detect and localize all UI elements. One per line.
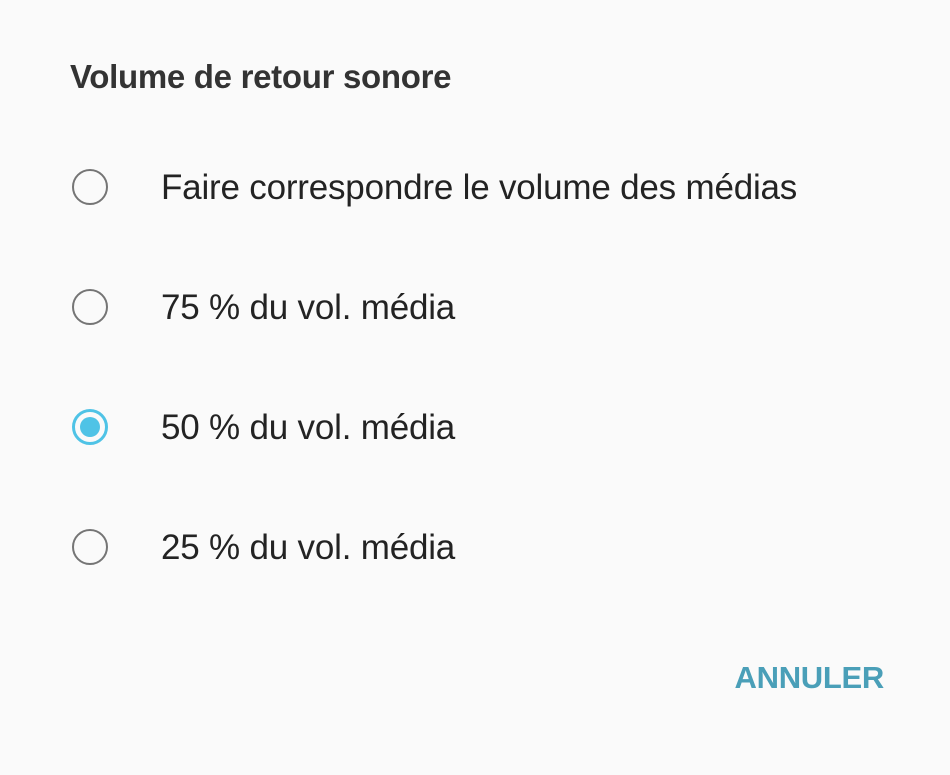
option-label: Faire correspondre le volume des médias xyxy=(161,168,798,207)
option-match-media-volume[interactable]: Faire correspondre le volume des médias xyxy=(0,128,950,248)
radio-button-icon[interactable] xyxy=(72,529,108,565)
dialog-title: Volume de retour sonore xyxy=(70,58,452,95)
option-label: 50 % du vol. média xyxy=(161,408,456,447)
cancel-button[interactable]: ANNULER xyxy=(734,660,885,695)
radio-button-icon[interactable] xyxy=(72,169,108,205)
option-50-percent[interactable]: 50 % du vol. média xyxy=(0,368,950,488)
option-75-percent[interactable]: 75 % du vol. média xyxy=(0,248,950,368)
radio-button-icon[interactable] xyxy=(72,289,108,325)
option-25-percent[interactable]: 25 % du vol. média xyxy=(0,488,950,608)
options-list: Faire correspondre le volume des médias … xyxy=(0,128,950,608)
radio-button-icon[interactable] xyxy=(72,409,108,445)
option-label: 25 % du vol. média xyxy=(161,528,456,567)
option-label: 75 % du vol. média xyxy=(161,288,456,327)
